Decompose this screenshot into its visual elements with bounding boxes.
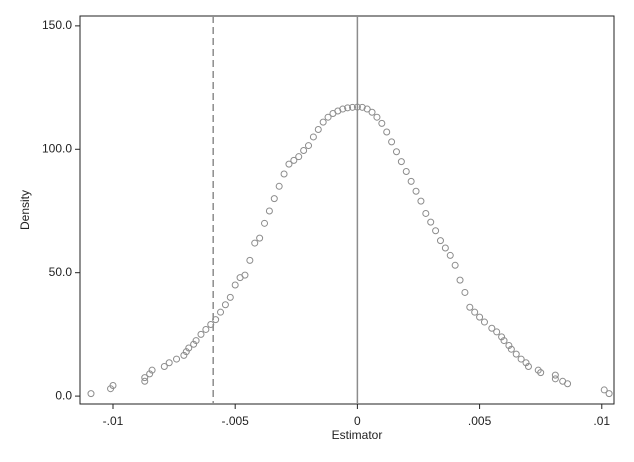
- y-tick-label: 150.0: [42, 18, 72, 32]
- point: [436, 237, 444, 245]
- plot-frame: [79, 15, 615, 405]
- point: [363, 105, 371, 113]
- point: [412, 187, 420, 195]
- point: [270, 195, 278, 203]
- point: [564, 380, 572, 388]
- point: [517, 355, 525, 363]
- point: [87, 390, 95, 398]
- point: [392, 148, 400, 156]
- point: [265, 207, 273, 215]
- point: [197, 330, 205, 338]
- point: [466, 303, 474, 311]
- point: [221, 301, 229, 309]
- point: [456, 276, 464, 284]
- point: [212, 316, 220, 324]
- point: [290, 156, 298, 164]
- point: [432, 227, 440, 235]
- y-axis-title: Density: [18, 190, 32, 230]
- x-tick-label: -.005: [222, 414, 250, 428]
- point: [358, 103, 366, 111]
- point: [165, 359, 173, 367]
- point: [280, 170, 288, 178]
- point: [160, 362, 168, 370]
- point: [397, 158, 405, 166]
- point: [368, 108, 376, 116]
- point: [141, 374, 149, 382]
- y-tick-label: 100.0: [42, 141, 72, 155]
- point: [241, 271, 249, 279]
- x-tick-label: .005: [468, 414, 492, 428]
- point: [344, 104, 352, 112]
- point: [109, 381, 117, 389]
- point: [407, 177, 415, 185]
- x-tick-label: -.01: [103, 414, 124, 428]
- point: [285, 160, 293, 168]
- point: [226, 293, 234, 301]
- point: [493, 328, 501, 336]
- point: [251, 239, 259, 247]
- point: [141, 377, 149, 385]
- point: [231, 281, 239, 289]
- y-tick-label: 50.0: [49, 265, 73, 279]
- point: [605, 390, 613, 398]
- point: [383, 128, 391, 136]
- point: [480, 318, 488, 326]
- y-tick-label: 0.0: [55, 388, 72, 402]
- point: [461, 288, 469, 296]
- point: [173, 355, 181, 363]
- point: [261, 219, 269, 227]
- point: [388, 138, 396, 146]
- point: [339, 105, 347, 113]
- point: [246, 256, 254, 264]
- point: [353, 103, 361, 111]
- point: [422, 209, 430, 217]
- point: [600, 386, 608, 394]
- point: [217, 308, 225, 316]
- point: [275, 182, 283, 190]
- point: [378, 119, 386, 127]
- point: [507, 345, 515, 353]
- point: [373, 113, 381, 121]
- point: [319, 118, 327, 126]
- point: [551, 375, 559, 383]
- point: [300, 147, 308, 155]
- point: [402, 167, 410, 175]
- x-tick-label: 0: [354, 414, 361, 428]
- point: [309, 133, 317, 141]
- point: [148, 366, 156, 374]
- point: [256, 234, 264, 242]
- point: [512, 350, 520, 358]
- point: [471, 308, 479, 316]
- point: [427, 218, 435, 226]
- point: [476, 313, 484, 321]
- x-tick-label: .01: [593, 414, 610, 428]
- point: [207, 321, 215, 329]
- point: [551, 371, 559, 379]
- point: [488, 324, 496, 332]
- point: [192, 337, 200, 345]
- point: [537, 369, 545, 377]
- point: [348, 103, 356, 111]
- point: [417, 197, 425, 205]
- x-axis-title: Estimator: [332, 428, 383, 442]
- point: [524, 362, 532, 370]
- point: [446, 251, 454, 259]
- point: [305, 142, 313, 150]
- point: [202, 325, 210, 333]
- point: [324, 113, 332, 121]
- point: [441, 244, 449, 252]
- point: [295, 153, 303, 161]
- point: [185, 344, 193, 352]
- point: [500, 337, 508, 345]
- point: [451, 261, 459, 269]
- point: [314, 126, 322, 134]
